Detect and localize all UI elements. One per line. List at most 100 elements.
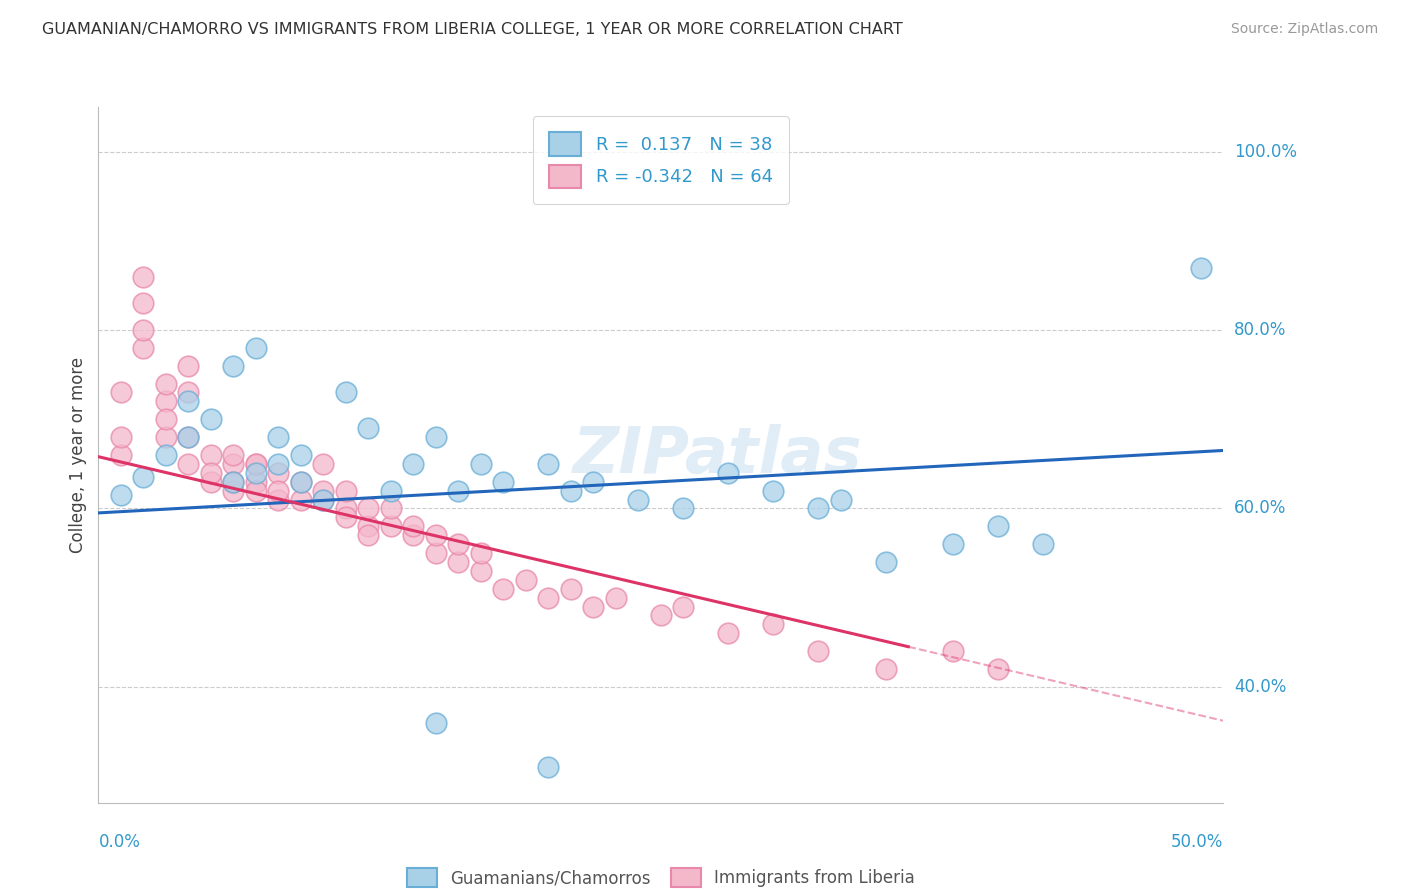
Point — [335, 483, 357, 498]
Point — [335, 510, 357, 524]
Point — [425, 528, 447, 542]
Point — [132, 269, 155, 284]
Point — [290, 492, 312, 507]
Point — [132, 341, 155, 355]
Point — [537, 591, 560, 605]
Point — [222, 483, 245, 498]
Point — [380, 483, 402, 498]
Point — [650, 608, 672, 623]
Text: 60.0%: 60.0% — [1234, 500, 1286, 517]
Point — [357, 421, 380, 435]
Point — [290, 475, 312, 489]
Point — [110, 430, 132, 444]
Point — [942, 644, 965, 658]
Point — [672, 599, 695, 614]
Point — [200, 466, 222, 480]
Point — [807, 644, 830, 658]
Text: 80.0%: 80.0% — [1234, 321, 1286, 339]
Point — [537, 760, 560, 774]
Point — [447, 483, 470, 498]
Point — [267, 492, 290, 507]
Point — [335, 385, 357, 400]
Point — [470, 546, 492, 560]
Point — [290, 475, 312, 489]
Point — [582, 599, 605, 614]
Point — [380, 501, 402, 516]
Point — [177, 457, 200, 471]
Text: 50.0%: 50.0% — [1171, 833, 1223, 851]
Point — [267, 430, 290, 444]
Point — [425, 430, 447, 444]
Point — [132, 470, 155, 484]
Point — [402, 519, 425, 533]
Point — [605, 591, 627, 605]
Point — [267, 466, 290, 480]
Point — [380, 519, 402, 533]
Point — [560, 582, 582, 596]
Point — [717, 626, 740, 640]
Text: 0.0%: 0.0% — [98, 833, 141, 851]
Point — [987, 519, 1010, 533]
Point — [222, 457, 245, 471]
Point — [830, 492, 852, 507]
Point — [357, 528, 380, 542]
Point — [245, 341, 267, 355]
Point — [245, 475, 267, 489]
Point — [177, 430, 200, 444]
Point — [492, 475, 515, 489]
Text: ZIPatlas: ZIPatlas — [572, 424, 862, 486]
Point — [222, 475, 245, 489]
Point — [425, 715, 447, 730]
Point — [312, 492, 335, 507]
Point — [762, 483, 785, 498]
Text: GUAMANIAN/CHAMORRO VS IMMIGRANTS FROM LIBERIA COLLEGE, 1 YEAR OR MORE CORRELATIO: GUAMANIAN/CHAMORRO VS IMMIGRANTS FROM LI… — [42, 22, 903, 37]
Point — [1032, 537, 1054, 551]
Point — [132, 323, 155, 337]
Point — [110, 385, 132, 400]
Point — [155, 448, 177, 462]
Point — [245, 466, 267, 480]
Point — [177, 385, 200, 400]
Point — [582, 475, 605, 489]
Text: Source: ZipAtlas.com: Source: ZipAtlas.com — [1230, 22, 1378, 37]
Point — [222, 475, 245, 489]
Point — [1189, 260, 1212, 275]
Point — [245, 457, 267, 471]
Point — [177, 359, 200, 373]
Point — [425, 546, 447, 560]
Point — [447, 555, 470, 569]
Point — [560, 483, 582, 498]
Point — [402, 457, 425, 471]
Point — [132, 296, 155, 310]
Point — [222, 359, 245, 373]
Point — [290, 448, 312, 462]
Legend: Guamanians/Chamorros, Immigrants from Liberia: Guamanians/Chamorros, Immigrants from Li… — [398, 860, 924, 892]
Point — [200, 475, 222, 489]
Y-axis label: College, 1 year or more: College, 1 year or more — [69, 357, 87, 553]
Point — [537, 457, 560, 471]
Point — [312, 483, 335, 498]
Point — [110, 448, 132, 462]
Point — [177, 430, 200, 444]
Point — [155, 376, 177, 391]
Point — [222, 448, 245, 462]
Point — [627, 492, 650, 507]
Text: 40.0%: 40.0% — [1234, 678, 1286, 696]
Point — [155, 430, 177, 444]
Point — [875, 555, 897, 569]
Point — [155, 412, 177, 426]
Text: 100.0%: 100.0% — [1234, 143, 1298, 161]
Point — [245, 457, 267, 471]
Point — [492, 582, 515, 596]
Point — [470, 564, 492, 578]
Point — [177, 394, 200, 409]
Point — [267, 457, 290, 471]
Point — [155, 394, 177, 409]
Point — [312, 492, 335, 507]
Point — [335, 501, 357, 516]
Point — [200, 448, 222, 462]
Point — [717, 466, 740, 480]
Point — [987, 662, 1010, 676]
Point — [402, 528, 425, 542]
Point — [110, 488, 132, 502]
